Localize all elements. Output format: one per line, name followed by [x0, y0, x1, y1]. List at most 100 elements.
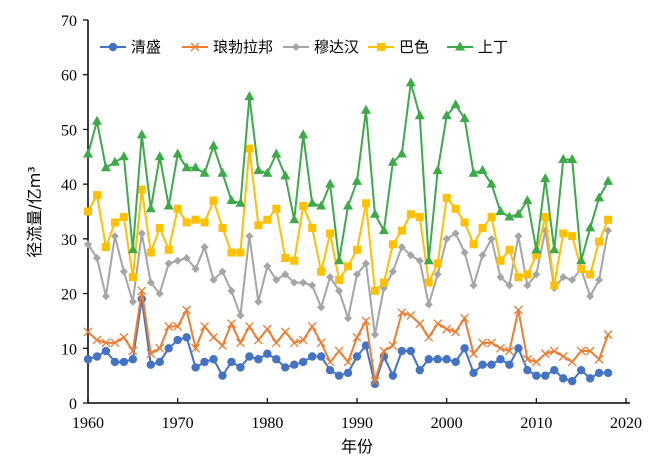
data-point	[119, 357, 129, 367]
data-point	[478, 338, 487, 348]
data-point	[415, 256, 424, 265]
data-point	[110, 338, 120, 348]
data-point	[487, 212, 496, 221]
data-point	[487, 234, 496, 243]
data-point	[335, 286, 344, 295]
data-point	[299, 202, 308, 211]
legend-label: 琅勃拉邦	[213, 38, 273, 56]
data-point	[361, 259, 370, 268]
legend-item: 上丁	[447, 38, 508, 56]
data-point	[271, 148, 282, 158]
data-point	[245, 232, 254, 241]
data-point	[173, 335, 182, 345]
data-point	[405, 77, 416, 87]
data-point	[550, 365, 559, 375]
data-point	[182, 218, 191, 227]
data-point	[388, 267, 397, 276]
data-point	[459, 112, 470, 122]
data-point	[92, 352, 102, 361]
data-point	[370, 286, 379, 295]
data-point	[522, 354, 532, 364]
data-point	[244, 321, 254, 331]
data-point	[280, 170, 291, 180]
data-point	[388, 341, 398, 351]
data-point	[379, 346, 389, 356]
legend-label: 上丁	[478, 38, 508, 56]
x-tick-label: 1960	[72, 415, 104, 432]
y-tick-label: 10	[61, 341, 77, 358]
data-point	[451, 357, 460, 367]
data-point	[118, 151, 129, 161]
data-point	[397, 243, 406, 252]
data-point	[504, 211, 515, 221]
data-point	[146, 360, 155, 369]
data-point	[92, 254, 101, 263]
data-point	[505, 281, 514, 290]
data-point	[325, 365, 335, 375]
data-point	[442, 324, 452, 334]
data-point	[236, 363, 245, 372]
legend-item: 穆达汉	[283, 38, 359, 56]
data-point	[532, 251, 541, 260]
data-point	[281, 363, 290, 372]
data-point	[451, 229, 460, 238]
data-point	[164, 344, 173, 353]
data-point	[514, 344, 523, 353]
data-point	[128, 297, 137, 306]
data-point	[496, 343, 505, 353]
data-point	[469, 349, 479, 359]
y-tick-label: 70	[61, 13, 77, 30]
x-tick-label: 1970	[162, 415, 194, 432]
data-point	[406, 346, 415, 356]
data-point	[558, 352, 568, 361]
data-point	[83, 355, 93, 364]
data-point	[119, 212, 128, 221]
legend-marker	[190, 42, 200, 52]
data-point	[163, 200, 174, 210]
data-point	[568, 275, 577, 284]
legend-marker	[377, 43, 385, 51]
data-point	[504, 346, 514, 356]
data-point	[208, 140, 219, 150]
data-point	[603, 330, 613, 340]
data-point	[308, 281, 317, 290]
data-point	[218, 223, 227, 232]
data-point	[190, 162, 201, 172]
data-point	[155, 343, 165, 353]
data-point	[540, 349, 550, 359]
data-point	[146, 349, 156, 359]
data-point	[272, 275, 281, 284]
data-point	[361, 316, 371, 326]
data-point	[136, 129, 147, 139]
data-point	[559, 374, 568, 383]
data-point	[235, 197, 246, 207]
data-point	[236, 248, 245, 257]
data-point	[145, 203, 156, 213]
data-point	[200, 321, 210, 331]
data-point	[361, 341, 371, 350]
x-axis-title: 年份	[341, 437, 373, 456]
data-point	[298, 129, 309, 139]
data-point	[559, 273, 568, 282]
legend-label: 清盛	[131, 38, 161, 56]
data-point	[397, 308, 407, 318]
data-point	[460, 344, 469, 353]
data-point	[576, 255, 587, 265]
data-point	[218, 341, 227, 351]
data-point	[477, 164, 488, 174]
data-point	[568, 376, 577, 386]
data-point	[290, 360, 299, 369]
data-point	[334, 255, 345, 265]
data-point	[406, 210, 415, 219]
data-point	[254, 355, 263, 364]
data-point	[128, 355, 138, 364]
data-point	[227, 319, 236, 329]
data-point	[289, 214, 300, 224]
data-point	[496, 256, 505, 265]
y-tick-label: 60	[61, 68, 77, 85]
data-point	[396, 148, 407, 158]
data-point	[307, 197, 318, 207]
data-point	[191, 363, 200, 372]
data-point	[128, 346, 138, 356]
